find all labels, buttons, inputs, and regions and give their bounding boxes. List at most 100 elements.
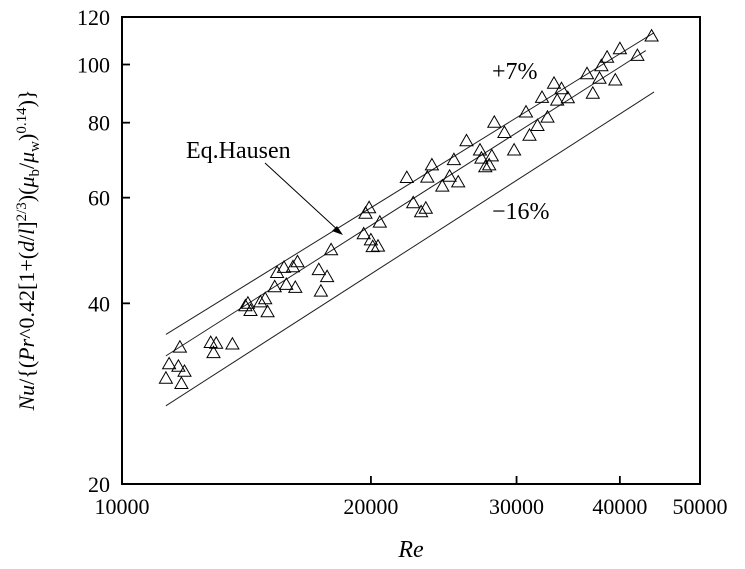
data-point [442,168,457,182]
data-point [257,291,273,305]
annotation-arrow-line [264,162,341,233]
y-axis-title-part: / [14,162,39,169]
x-axis-title: Re [397,537,424,563]
y-axis-title-part: 2/3 [14,202,30,221]
data-point [497,125,512,138]
y-axis-title: Nu/{(Pr^0.42[1+(d/l]2/3)(μb/μw)0.14)} [14,89,43,411]
data-point [285,259,301,273]
data-point [313,283,329,297]
data-point [450,174,466,188]
y-axis-title-part: ^0.42 [14,290,39,339]
y-tick-label: 60 [88,186,110,211]
data-point [399,170,415,183]
fit-line [165,50,647,357]
data-point [171,358,186,372]
data-point [594,58,609,72]
data-point [481,157,497,171]
y-axis-title-part: / [14,234,39,241]
data-point [530,118,545,131]
y-axis-title-part: b [27,169,43,177]
data-point [518,104,534,118]
data-point [607,72,623,86]
data-point [522,127,537,141]
data-point [405,195,421,209]
x-tick-label: 10000 [95,494,150,519]
data-point [418,200,434,214]
data-point [287,279,303,293]
data-point [630,48,645,61]
x-tick-label: 30000 [489,494,544,519]
x-tick-label: 20000 [343,494,398,519]
data-point [424,157,440,171]
data-point [177,363,192,377]
data-point [477,159,493,173]
data-point [311,262,327,276]
x-axis: 10000 20000 30000 40000 50000 [95,476,728,519]
data-point [158,370,174,384]
data-point [484,148,500,162]
data-point [459,133,474,147]
data-point [370,238,386,252]
y-axis-title-part: Pr [14,338,39,361]
data-point [546,75,562,89]
y-tick-label: 80 [88,111,110,136]
y-axis-title-part: l [14,229,39,235]
data-point [361,200,377,214]
y-axis-title-part: Nu [14,385,39,412]
y-axis-title-part: d [14,240,39,252]
data-point [208,335,224,349]
data-point [540,109,555,123]
data-point [243,303,258,316]
data-point [225,336,240,350]
y-axis-title-part: [1+( [14,252,39,290]
y-axis-title-part: ] [14,221,39,228]
data-point [549,92,565,106]
data-point [323,242,339,256]
data-point [161,356,177,370]
y-axis-title-part: )} [14,89,39,107]
data-point [174,376,189,389]
y-tick-label: 100 [77,53,110,78]
annotation-arrowhead [332,226,343,235]
y-tick-label: 20 [88,472,110,497]
y-axis-title-part: ) [14,134,39,141]
data-point [206,345,221,359]
y-tick-label: 40 [88,291,110,316]
x-tick-label: 50000 [673,494,728,519]
data-point [644,28,659,42]
data-point [434,178,450,192]
data-point [612,41,628,55]
data-point [238,298,253,312]
x-tick-label: 40000 [592,494,647,519]
y-axis-title-part: /{( [14,361,39,385]
data-point [172,339,188,353]
data-point [446,152,462,166]
data-point [486,114,502,128]
fit-lines [165,32,655,407]
data-point [253,294,268,308]
y-axis-title-part: )( [14,188,39,203]
data-point [419,169,435,183]
data-point [554,81,569,95]
data-point [534,89,550,103]
y-axis-title-part: 0.14 [14,107,30,134]
y-axis: 20 40 60 80 100 120 [77,5,130,497]
annotation-eq-hausen: Eq.Hausen [186,138,291,164]
annotation-minus-16: −16% [492,199,550,225]
data-point [267,279,283,293]
data-point [260,304,275,318]
data-point [599,49,615,63]
data-point [363,232,379,246]
data-point [290,254,305,268]
annotation-plus-7: +7% [492,59,538,85]
data-point [319,269,335,283]
data-point [356,226,372,240]
data-point [506,142,522,156]
data-point [269,265,285,278]
data-point [585,85,601,99]
plot-frame [121,16,701,485]
data-point [474,150,489,164]
data-point [276,259,292,273]
fit-line [165,32,655,335]
